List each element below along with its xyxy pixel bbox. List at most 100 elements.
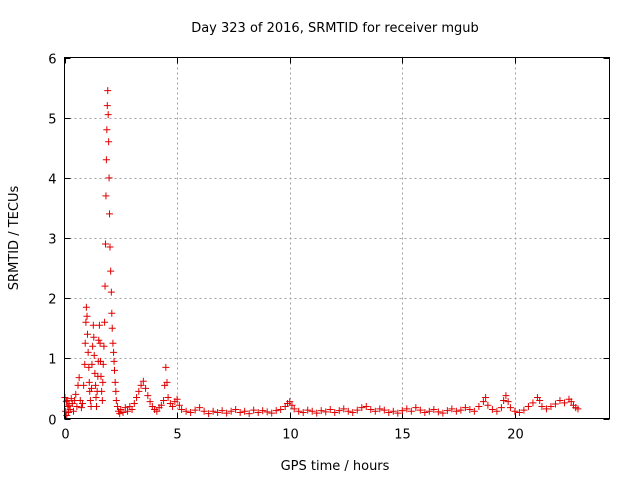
data-point: [263, 408, 271, 416]
data-point: [101, 282, 109, 290]
data-point: [95, 321, 103, 329]
data-point: [178, 405, 186, 413]
data-point: [82, 303, 90, 311]
data-point: [421, 408, 429, 416]
data-point: [493, 407, 501, 415]
data-point: [108, 324, 116, 332]
data-point: [163, 378, 171, 386]
data-point: [79, 399, 87, 407]
data-point: [97, 372, 105, 380]
data-point: [99, 360, 107, 368]
axis-ticks: 0 1 2 3 4 5 6 0 5 10 15 20: [48, 53, 610, 443]
data-point: [103, 126, 111, 134]
data-point: [144, 392, 152, 400]
data-point: [542, 405, 550, 413]
data-point: [92, 393, 100, 401]
data-point: [317, 407, 325, 415]
grid-lines: [64, 57, 610, 419]
data-point: [187, 408, 195, 416]
x-tick-label: 20: [507, 428, 524, 443]
data-point: [164, 393, 172, 401]
data-point: [232, 405, 240, 413]
data-point: [191, 406, 199, 414]
data-point: [107, 288, 115, 296]
data-point: [91, 369, 99, 377]
data-point: [461, 404, 469, 412]
data-point: [116, 410, 124, 418]
data-point: [520, 406, 528, 414]
data-point: [111, 378, 119, 386]
data-point: [130, 399, 138, 407]
data-point: [95, 336, 103, 344]
data-point: [139, 377, 147, 385]
chart-title: Day 323 of 2016, SRMTID for receiver mgu…: [191, 21, 479, 36]
data-point: [340, 405, 348, 413]
data-point: [75, 374, 83, 382]
data-point: [101, 318, 109, 326]
data-point: [407, 407, 415, 415]
y-tick-label: 6: [48, 53, 56, 68]
data-point: [89, 342, 97, 350]
x-tick-label: 0: [61, 428, 69, 443]
y-tick-label: 3: [48, 233, 56, 248]
plot-frame: [64, 57, 610, 419]
data-point: [182, 407, 190, 415]
data-point: [227, 407, 235, 415]
data-point: [277, 405, 285, 413]
data-point: [72, 390, 80, 398]
data-point: [110, 357, 118, 365]
data-point: [223, 409, 231, 417]
data-point: [200, 407, 208, 415]
data-point: [101, 240, 109, 248]
data-point: [82, 318, 90, 326]
data-point: [146, 398, 154, 406]
data-point: [308, 407, 316, 415]
data-point: [245, 410, 253, 418]
data-point: [250, 406, 258, 414]
data-point: [107, 267, 115, 275]
data-point: [124, 407, 132, 415]
data-point: [551, 400, 559, 408]
data-point: [109, 339, 117, 347]
data-point: [157, 401, 165, 409]
data-point: [62, 398, 70, 406]
data-point: [133, 393, 141, 401]
y-tick-label: 2: [48, 293, 56, 308]
data-point: [81, 360, 89, 368]
data-point: [331, 408, 339, 416]
data-point: [236, 408, 244, 416]
data-point: [81, 339, 89, 347]
data-point: [128, 405, 136, 413]
data-point: [106, 210, 114, 218]
data-point: [268, 409, 276, 417]
data-point: [205, 410, 213, 418]
data-point: [135, 387, 143, 395]
data-point: [448, 405, 456, 413]
data-point: [452, 407, 460, 415]
data-point: [500, 396, 508, 404]
data-point: [313, 409, 321, 417]
data-point: [70, 407, 78, 415]
data-point: [506, 404, 514, 412]
data-point: [105, 138, 113, 146]
data-point: [574, 405, 582, 413]
data-point: [482, 393, 490, 401]
data-point: [466, 405, 474, 413]
x-axis-label: GPS time / hours: [281, 459, 390, 474]
data-point: [295, 407, 303, 415]
data-point: [394, 409, 402, 417]
data-point: [110, 366, 118, 374]
data-point: [88, 384, 96, 392]
data-point: [65, 408, 73, 416]
data-point: [567, 398, 575, 406]
data-point: [112, 396, 120, 404]
data-point: [88, 360, 96, 368]
data-point: [119, 408, 127, 416]
data-point: [353, 406, 361, 414]
data-point: [73, 402, 81, 410]
x-tick-label: 5: [173, 428, 181, 443]
data-point: [504, 398, 512, 406]
y-axis-label: SRMTID / TECUs: [7, 186, 22, 291]
data-point: [103, 102, 111, 110]
data-point: [376, 405, 384, 413]
